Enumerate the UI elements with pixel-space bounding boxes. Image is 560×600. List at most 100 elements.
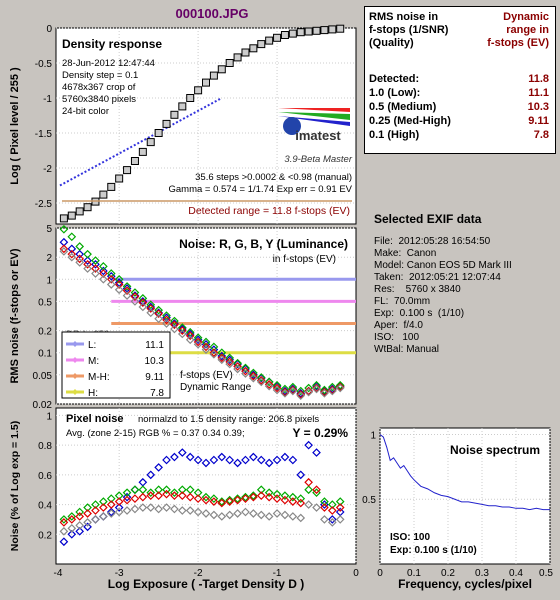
noise-point [327, 386, 337, 396]
noise-point [122, 286, 132, 296]
spectrum-plot-area [379, 427, 551, 565]
density-point [312, 26, 321, 35]
pixel-xlabel: Log Exposure ( -Target Density D ) [108, 577, 304, 591]
noise-point [272, 385, 282, 395]
noise-point [327, 382, 337, 392]
noise-point [67, 244, 77, 254]
noise-point [233, 358, 242, 368]
density-point [83, 203, 92, 212]
pixel-point [154, 491, 163, 501]
rms-header-right: Dynamic range in f-stops (EV) [487, 11, 549, 49]
pixel-point [233, 494, 242, 503]
noise-point [177, 329, 187, 339]
pixel-point [99, 503, 108, 512]
density-point [304, 27, 313, 36]
pixel-y-tick-label: 0.4 [38, 501, 52, 512]
spectrum-x-tick-label: 0.4 [509, 568, 523, 579]
pixel-point [193, 507, 203, 517]
density-point [75, 207, 84, 216]
figure-title: 000100.JPG [175, 6, 248, 21]
density-point [67, 211, 76, 220]
density-point [162, 119, 171, 128]
noise-point [177, 324, 187, 334]
pixel-point [59, 515, 69, 524]
noise-point [312, 380, 321, 390]
pixel-point [296, 498, 306, 508]
noise-legend-label: L: [88, 340, 96, 351]
density-point [225, 59, 234, 67]
noise-point [304, 387, 313, 397]
pixel-point [280, 495, 290, 505]
pixel-point [170, 452, 179, 462]
pixel-point [225, 495, 235, 505]
pixel-point [170, 504, 179, 514]
pixel-point [193, 494, 203, 503]
pixel-x-tick-label: -1 [273, 568, 282, 579]
noise-point [130, 292, 140, 302]
density-info-4: 24-bit color [62, 106, 109, 117]
noise-point [335, 381, 345, 391]
pixel-point [106, 500, 116, 509]
density-point [154, 129, 163, 137]
pixel-point [193, 455, 203, 465]
pixel-point [304, 485, 313, 495]
noise-point [320, 388, 329, 398]
version-text: 3.9-Beta Master [284, 154, 352, 165]
noise-point [138, 302, 148, 312]
pixel-point [296, 470, 306, 480]
noise-point [122, 282, 132, 291]
pixel-point [327, 506, 337, 515]
pixel-point [256, 455, 266, 465]
pixel-point [83, 503, 92, 512]
pixel-points [59, 440, 345, 547]
pixel-y-text: Y = 0.29% [293, 426, 349, 440]
pixel-point [280, 491, 290, 501]
noise-point [225, 359, 235, 369]
pixel-point [256, 485, 266, 495]
density-point [209, 71, 218, 80]
pixel-point [201, 458, 211, 468]
density-info-0: 28-Jun-2012 12:47:44 [62, 58, 155, 69]
pixel-point [122, 506, 132, 515]
density-point [296, 28, 305, 37]
pixel-point [185, 492, 195, 502]
pixel-point [272, 455, 282, 465]
density-fit-text-1: Gamma = 0.574 = 1/1.74 Exp err = 0.91 EV [168, 184, 352, 195]
noise-point [185, 335, 195, 345]
density-y-tick-label: -0.5 [35, 59, 53, 70]
pixel-title: Pixel noise [66, 413, 123, 425]
pixel-plot-area [55, 407, 357, 565]
rms-row-value: 11.8 [528, 73, 549, 85]
noise-legend-marker [72, 357, 78, 363]
pixel-point [209, 510, 219, 520]
noise-legend-value: 11.1 [145, 340, 164, 351]
pixel-point [67, 529, 77, 539]
pixel-point [209, 497, 219, 506]
noise-dr-label-0: f-stops (EV) [180, 370, 233, 381]
noise-point [91, 269, 100, 278]
pixel-point [320, 503, 329, 512]
pixel-point [162, 503, 171, 512]
pixel-point [241, 507, 250, 517]
pixel-point [327, 515, 337, 524]
pixel-grid [56, 408, 357, 564]
pixel-point [154, 504, 163, 514]
density-point [115, 174, 124, 183]
noise-point [162, 315, 171, 325]
pixel-norm-text: normalzd to 1.5 density range: 206.8 pix… [138, 414, 319, 425]
pixel-point [67, 515, 77, 524]
noise-points [59, 224, 345, 400]
pixel-point [304, 477, 313, 487]
noise-point [233, 362, 242, 371]
pixel-point [217, 452, 227, 462]
density-y-tick-label: -2.5 [35, 199, 53, 210]
pixel-point [217, 498, 227, 508]
noise-point [209, 349, 219, 359]
pixel-x-tick-label: 0 [353, 568, 359, 579]
pixel-point [67, 512, 77, 521]
noise-point [67, 249, 77, 259]
pixel-point [114, 503, 124, 512]
density-point [130, 157, 139, 165]
pixel-point [122, 492, 132, 502]
pixel-point [249, 452, 258, 462]
